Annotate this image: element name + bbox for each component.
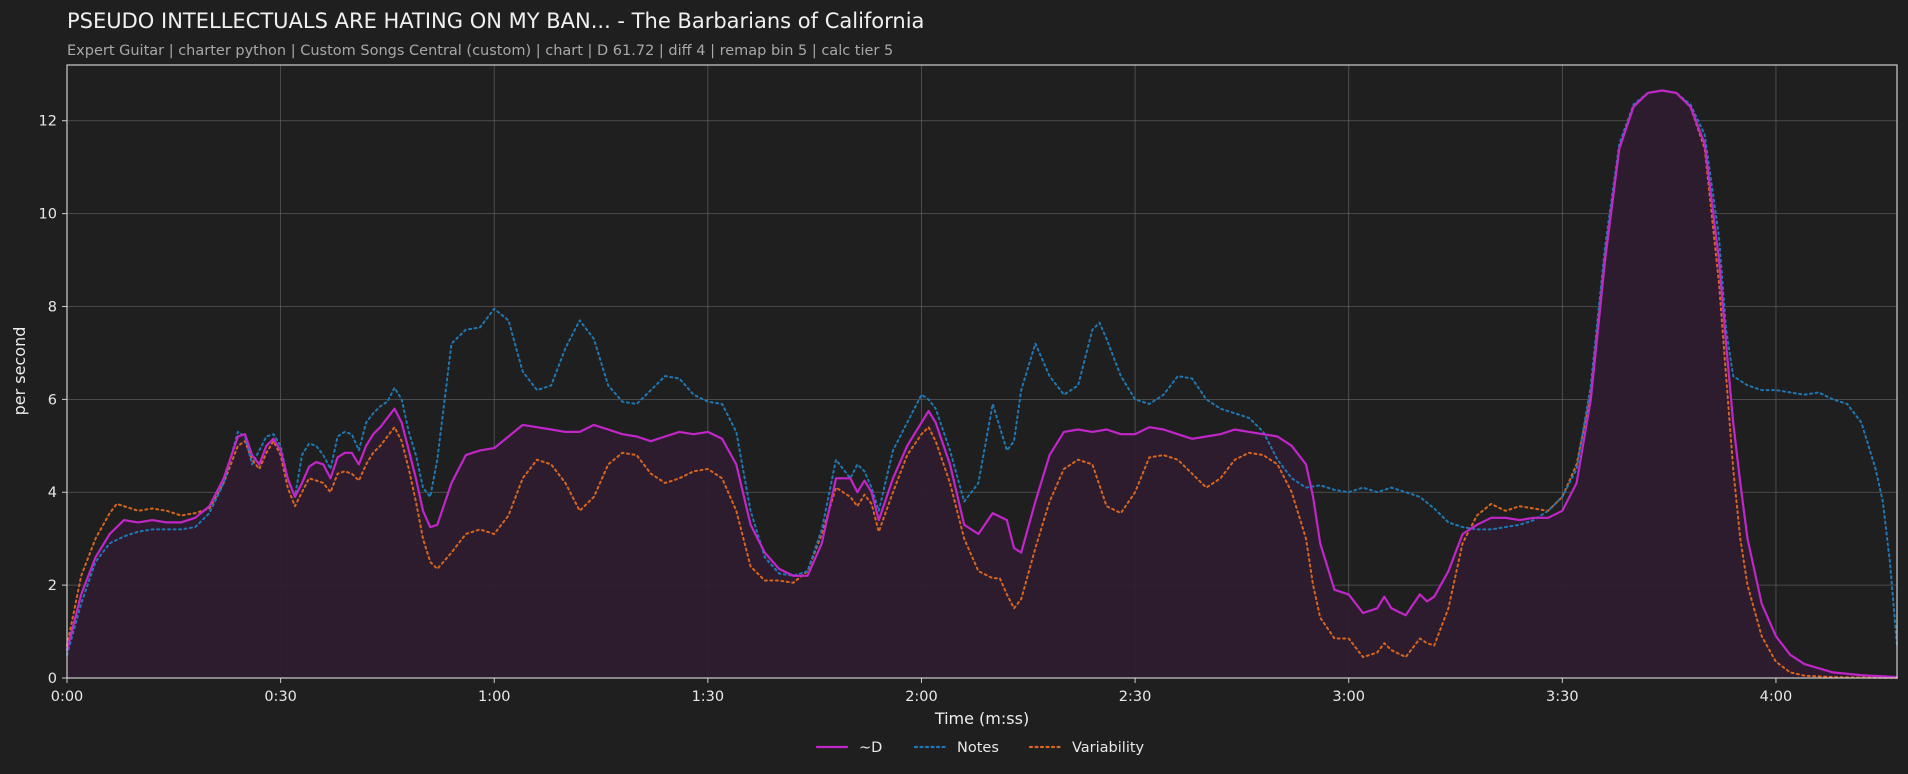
chart-title: PSEUDO INTELLECTUALS ARE HATING ON MY BA… <box>67 9 924 33</box>
y-tick-label: 0 <box>48 671 57 687</box>
series-line <box>65 89 1899 679</box>
series-line <box>66 89 1898 679</box>
x-tick-label: 4:00 <box>1760 689 1793 705</box>
x-tick-label: 3:00 <box>1332 689 1365 705</box>
y-tick-label: 8 <box>48 299 57 315</box>
legend: ~D Notes Variability <box>815 740 1145 756</box>
chart-subtitle: Expert Guitar | charter python | Custom … <box>67 43 893 59</box>
x-tick-label: 0:30 <box>264 689 297 705</box>
legend-label: Notes <box>957 740 999 756</box>
y-tick-label: 2 <box>48 578 57 594</box>
series-fill <box>67 90 1897 678</box>
legend-label: ~D <box>859 740 882 756</box>
series-layer <box>65 89 1899 679</box>
y-tick-label: 6 <box>48 392 57 408</box>
legend-label: Variability <box>1072 740 1145 756</box>
tick-layer: 0:00 0:30 1:00 1:30 2:00 2:30 3:00 3:30 4:00 0 2 4 6… <box>39 114 1793 705</box>
x-tick-label: 3:30 <box>1546 689 1579 705</box>
y-tick-label: 10 <box>39 207 57 223</box>
plot-frame <box>66 64 1898 679</box>
x-tick-label: 2:00 <box>905 689 938 705</box>
x-tick-label: 1:30 <box>692 689 725 705</box>
x-tick-label: 2:30 <box>1119 689 1152 705</box>
y-tick-label: 4 <box>48 485 57 501</box>
x-axis-label: Time (m:ss) <box>934 709 1029 728</box>
y-axis-label: per second <box>10 327 29 416</box>
y-tick-label: 12 <box>39 114 57 130</box>
fill-layer <box>67 90 1897 678</box>
x-tick-label: 0:00 <box>51 689 84 705</box>
series-line <box>66 89 1898 656</box>
x-tick-label: 1:00 <box>478 689 511 705</box>
